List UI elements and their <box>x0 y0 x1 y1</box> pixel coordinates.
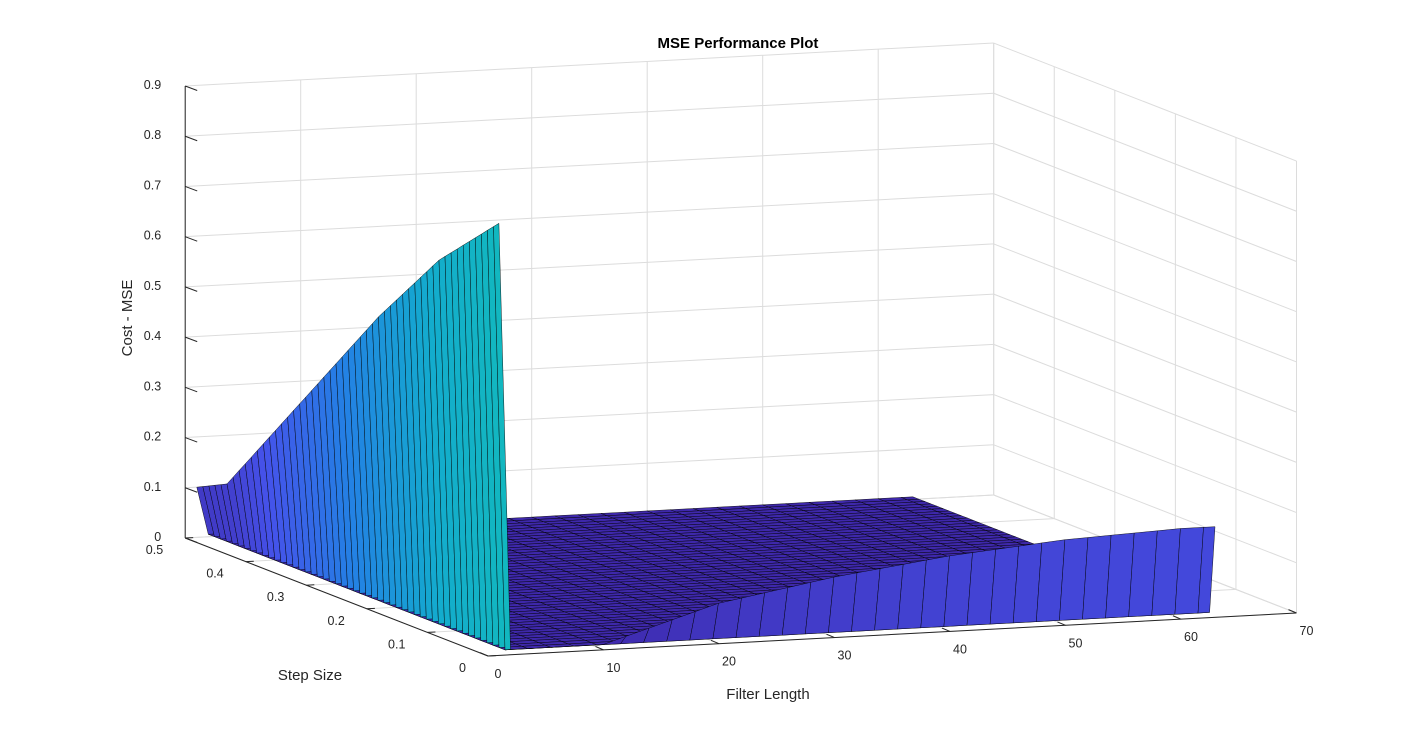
filter-length-ticks: 0 10 20 30 40 50 60 70 <box>479 609 1314 681</box>
x-tick-mark <box>479 652 489 657</box>
z-tick-label: 0.1 <box>144 480 161 494</box>
z-tick-mark <box>185 236 198 242</box>
z-tick-label: 0.4 <box>144 329 161 343</box>
z-tick-label: 0.6 <box>144 229 161 243</box>
z-tick-label: 0 <box>154 530 161 544</box>
y-tick-label: 0.3 <box>267 590 284 604</box>
mse-surface <box>196 222 1216 651</box>
z-tick-label: 0.7 <box>144 178 161 192</box>
x-axis-label: Filter Length <box>726 686 809 703</box>
z-tick-mark <box>185 537 198 543</box>
grid-line <box>185 293 994 338</box>
z-axis-label: Cost - MSE <box>119 280 136 357</box>
x-axis-line <box>487 612 1297 657</box>
z-tick-mark <box>185 185 198 192</box>
x-tick-mark <box>1057 621 1066 626</box>
x-tick-label: 50 <box>1069 636 1083 650</box>
z-tick-mark <box>185 336 198 343</box>
z-tick-mark <box>185 437 198 443</box>
grid-line <box>993 444 1297 564</box>
z-tick-mark <box>185 487 198 493</box>
x-tick-mark <box>1288 609 1297 614</box>
grid-line <box>993 42 1297 162</box>
y-tick-label: 0 <box>459 661 466 675</box>
grid-line <box>993 243 1297 363</box>
x-tick-mark <box>1172 615 1182 620</box>
z-tick-mark <box>185 386 198 393</box>
grid-line <box>185 343 994 388</box>
grid-line <box>993 394 1297 514</box>
grid-line <box>185 193 994 238</box>
grid-line <box>185 243 994 288</box>
grid-line <box>185 92 994 137</box>
y-tick-label: 0.1 <box>388 637 405 651</box>
z-tick-label: 0.3 <box>144 379 161 393</box>
x-tick-label: 40 <box>953 642 967 656</box>
chart-title: MSE Performance Plot <box>658 35 819 52</box>
z-tick-label: 0.5 <box>144 279 161 293</box>
y-axis-line <box>185 537 489 657</box>
z-tick-mark <box>185 286 198 292</box>
x-tick-mark <box>826 633 835 639</box>
y-axis-label: Step Size <box>278 667 342 684</box>
step-size-ticks: 0 0.1 0.2 0.3 0.4 0.5 <box>146 537 497 675</box>
x-tick-label: 60 <box>1184 630 1198 644</box>
x-tick-mark <box>595 645 604 651</box>
surface-patch <box>1197 526 1216 614</box>
x-tick-label: 70 <box>1300 624 1314 638</box>
grid-line <box>993 343 1297 463</box>
y-tick-label: 0.5 <box>146 543 163 557</box>
z-tick-label: 0.8 <box>144 128 161 142</box>
axes <box>184 86 1297 657</box>
y-tick-label: 0.2 <box>327 614 344 628</box>
x-tick-mark <box>710 639 720 645</box>
y-tick-label: 0.4 <box>206 567 223 581</box>
z-tick-mark <box>185 85 198 91</box>
grid-line <box>993 92 1297 212</box>
grid-line <box>993 193 1297 313</box>
x-tick-label: 10 <box>607 661 621 675</box>
x-tick-label: 20 <box>722 655 736 669</box>
grid-line <box>993 293 1297 413</box>
grid-line <box>185 42 994 87</box>
cost-ticks: 0 0.1 0.2 0.3 0.4 0.5 0.6 0.7 0.8 0.9 <box>144 78 198 544</box>
z-tick-label: 0.2 <box>144 430 161 444</box>
x-tick-mark <box>941 627 951 632</box>
x-tick-label: 30 <box>838 649 852 663</box>
grid-line <box>185 142 994 187</box>
x-tick-label: 0 <box>495 667 502 681</box>
grid-line <box>993 143 1297 262</box>
z-tick-mark <box>185 135 198 142</box>
z-tick-label: 0.9 <box>144 78 161 92</box>
